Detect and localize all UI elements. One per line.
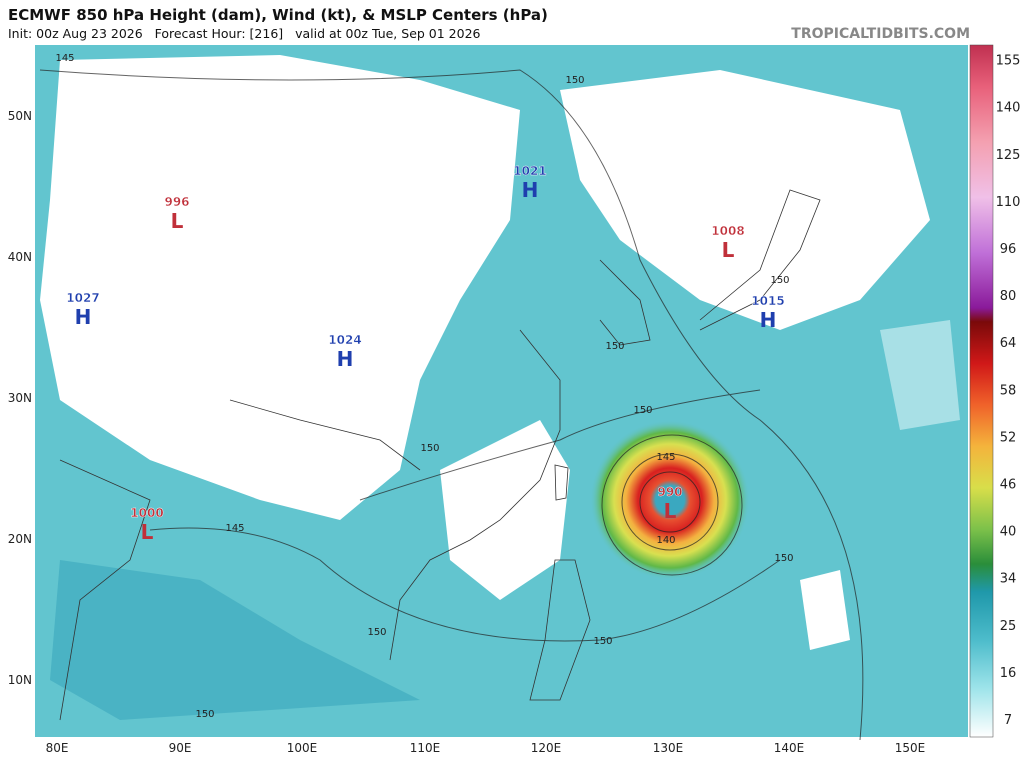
pressure-value: 1000 (130, 506, 163, 520)
colorbar-tick-label: 110 (996, 195, 1021, 210)
height-contours (39, 69, 864, 741)
longitude-label: 100E (287, 741, 318, 755)
pressure-value: 1021 (513, 164, 546, 178)
pressure-symbol: H (337, 347, 354, 371)
colorbar-tick-label: 96 (1000, 242, 1017, 257)
colorbar (969, 44, 994, 738)
latitude-label: 40N (8, 250, 32, 264)
longitude-label: 120E (531, 741, 562, 755)
contour-label: 150 (367, 627, 386, 638)
colorbar-tick-label: 155 (996, 54, 1021, 69)
labels: 50N 40N 30N 20N 10N 80E 90E 100E 110E 120E 130E 140… (8, 53, 1021, 755)
calm-area (560, 70, 930, 330)
longitude-label: 150E (895, 741, 926, 755)
pressure-symbol: L (722, 238, 735, 262)
coastlines (59, 189, 821, 721)
pressure-value: 1015 (751, 294, 784, 308)
contour-label: 150 (195, 709, 214, 720)
pressure-symbol: H (760, 308, 777, 332)
colorbar-tick-label: 46 (1000, 478, 1017, 493)
stronger-wind-area (50, 560, 420, 720)
contour-label: 150 (565, 75, 584, 86)
colorbar-tick-label: 52 (1000, 430, 1017, 445)
light-wind-area (880, 320, 960, 430)
land-low-wind (40, 55, 520, 520)
colorbar-tick-label: 64 (1000, 336, 1017, 351)
pressure-value: 1008 (711, 224, 744, 238)
colorbar-tick-label: 40 (1000, 525, 1017, 540)
colorbar-tick-label: 125 (996, 148, 1021, 163)
longitude-label: 130E (653, 741, 684, 755)
colorbar-tick-label: 25 (1000, 619, 1017, 634)
colorbar-tick-label: 7 (1004, 713, 1012, 728)
pressure-value: 1027 (66, 291, 99, 305)
longitude-label: 90E (169, 741, 192, 755)
pressure-value: 996 (164, 195, 189, 209)
latitude-label: 50N (8, 109, 32, 123)
contour-label: 140 (656, 535, 675, 546)
map (35, 45, 968, 741)
contour-label: 145 (225, 523, 244, 534)
contour-label: 150 (774, 553, 793, 564)
longitude-label: 140E (774, 741, 805, 755)
colorbar-tick-label: 140 (996, 101, 1021, 116)
pressure-symbol: L (141, 520, 154, 544)
contour-label: 150 (633, 405, 652, 416)
calm-area (800, 570, 850, 650)
contour-label: 150 (593, 636, 612, 647)
subtitle: Init: 00z Aug 23 2026 Forecast Hour: [21… (8, 26, 481, 41)
contour-label: 150 (420, 443, 439, 454)
colorbar-tick-label: 58 (1000, 383, 1017, 398)
contour-label: 150 (605, 341, 624, 352)
pressure-value: 1024 (328, 333, 361, 347)
latitude-label: 30N (8, 391, 32, 405)
contour-label: 145 (55, 53, 74, 64)
colorbar-tick-label: 16 (1000, 666, 1017, 681)
longitude-label: 80E (46, 741, 69, 755)
pressure-value: 990 (657, 485, 682, 499)
colorbar-tick-label: 34 (1000, 572, 1017, 587)
source: TROPICALTIDBITS.COM (791, 26, 970, 42)
contour-label: 150 (770, 275, 789, 286)
longitude-label: 110E (410, 741, 441, 755)
latitude-label: 10N (8, 673, 32, 687)
latitude-label: 20N (8, 532, 32, 546)
colorbar-tick-label: 80 (1000, 289, 1017, 304)
pressure-symbol: H (522, 178, 539, 202)
pressure-symbol: L (664, 499, 677, 523)
title: ECMWF 850 hPa Height (dam), Wind (kt), &… (8, 6, 548, 24)
pressure-symbol: L (171, 209, 184, 233)
typhoon-wind-core (590, 420, 750, 580)
contour-label: 145 (656, 452, 675, 463)
pressure-symbol: H (75, 305, 92, 329)
